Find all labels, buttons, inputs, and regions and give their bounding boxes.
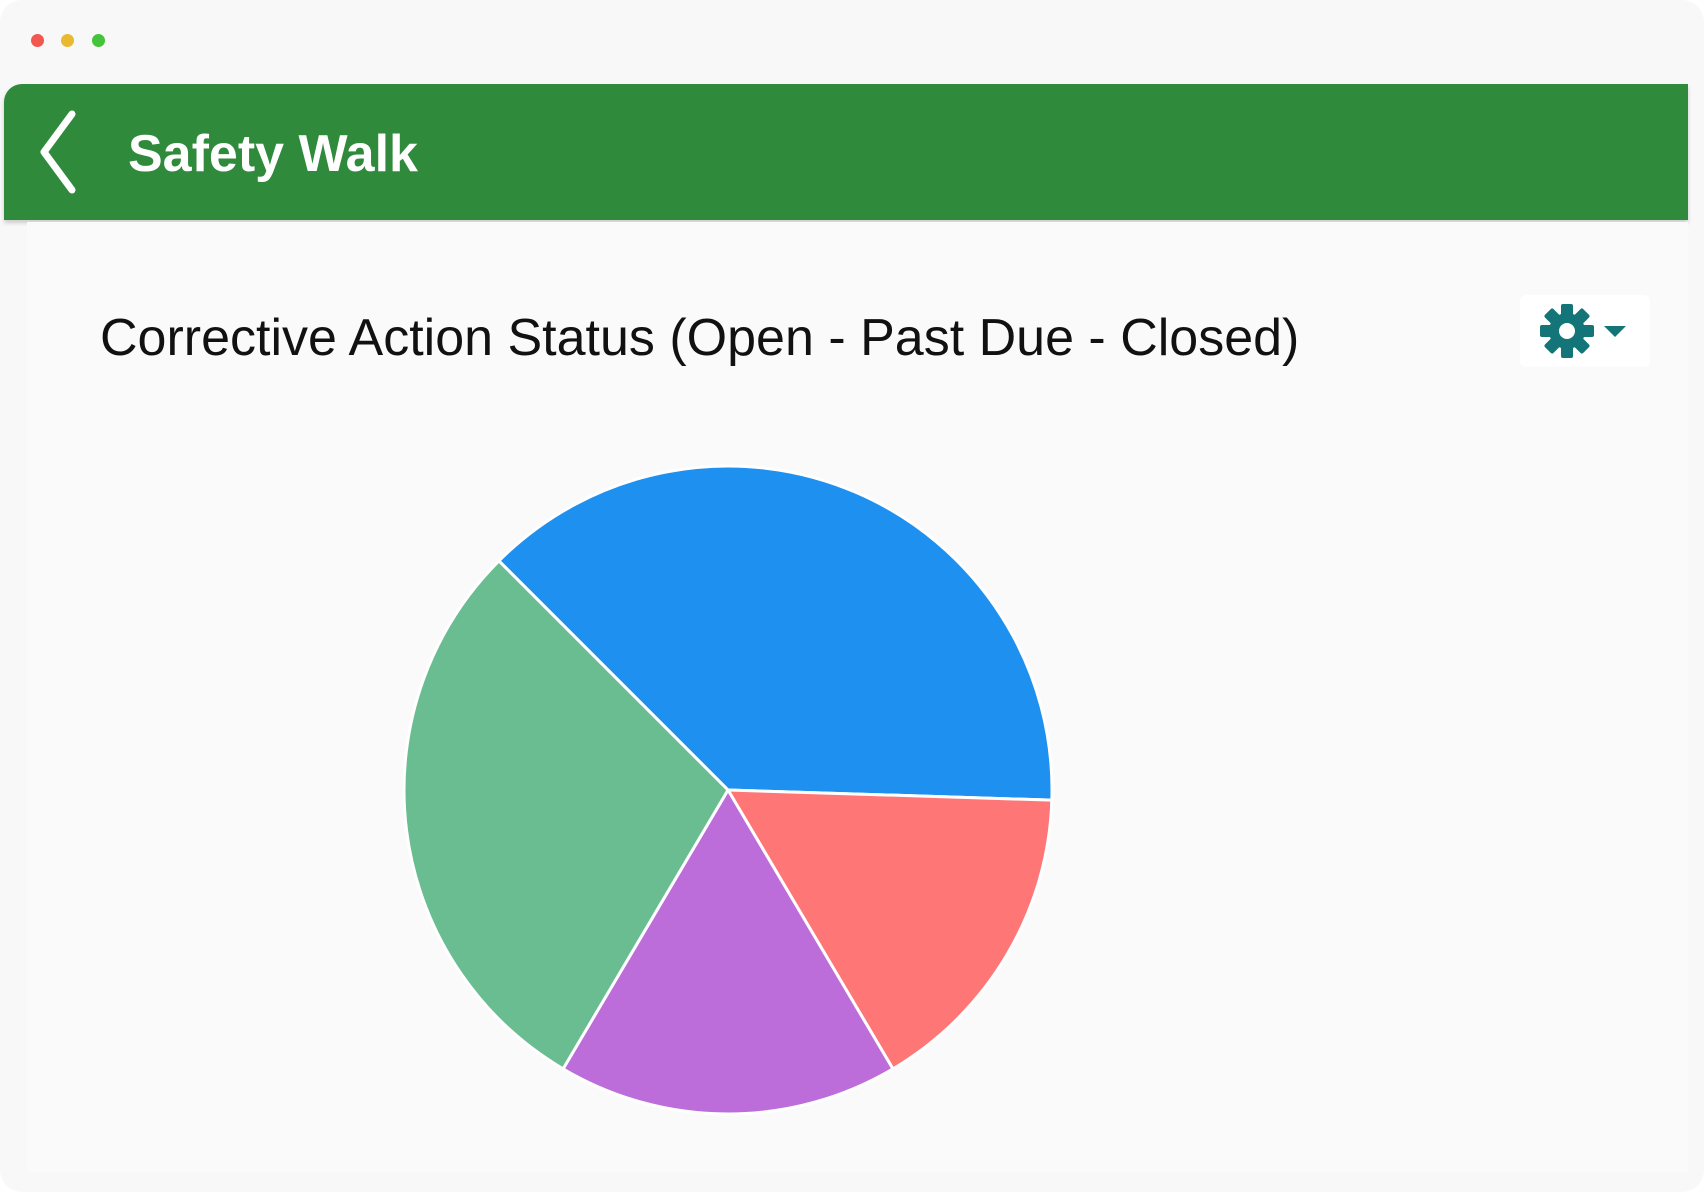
maximize-dot[interactable] bbox=[92, 34, 105, 47]
close-dot[interactable] bbox=[31, 34, 44, 47]
minimize-dot[interactable] bbox=[61, 34, 74, 47]
settings-button[interactable] bbox=[1520, 295, 1650, 367]
chart-title: Corrective Action Status (Open - Past Du… bbox=[100, 309, 1300, 367]
pie-slice[interactable] bbox=[402, 559, 730, 1071]
pie-slice[interactable] bbox=[561, 788, 895, 1116]
header-bar: Safety Walk bbox=[4, 84, 1688, 220]
pie-slice[interactable] bbox=[726, 788, 1054, 1071]
header-title: Safety Walk bbox=[128, 125, 418, 183]
settings-icon bbox=[1540, 304, 1626, 358]
pie-slice[interactable] bbox=[497, 464, 1054, 802]
back-button[interactable] bbox=[34, 108, 94, 208]
